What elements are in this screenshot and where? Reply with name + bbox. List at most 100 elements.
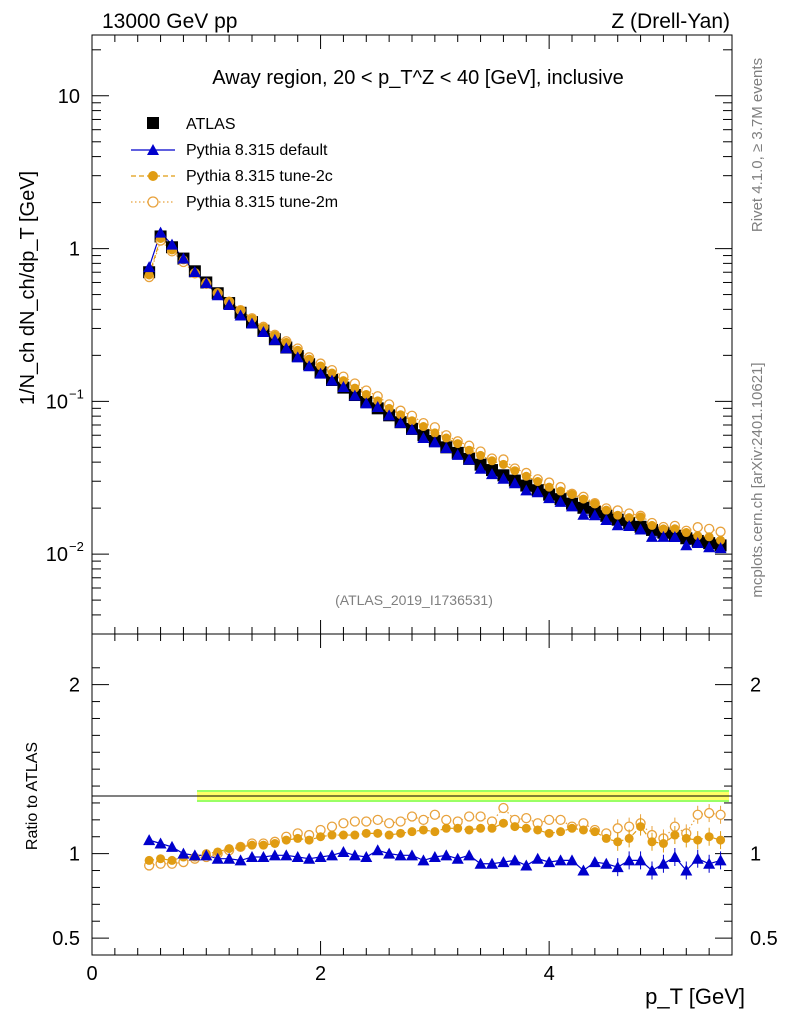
tune2m-ratio-point — [463, 811, 475, 822]
tune2m-ratio-point — [418, 814, 429, 825]
tune2c-point — [681, 528, 691, 538]
default-point — [371, 401, 384, 413]
default-ratio-point — [600, 857, 613, 869]
analysis-watermark: (ATLAS_2019_I1736531) — [335, 592, 493, 608]
tune2c-point — [338, 376, 348, 386]
ratio-y-tick-label: 1 — [69, 844, 80, 866]
default-ratio-point — [634, 854, 647, 866]
tune2c-ratio-point — [281, 835, 291, 845]
tune2c-ratio-point — [407, 827, 417, 837]
default-ratio-point — [566, 854, 578, 866]
tune2c-ratio-point — [247, 840, 257, 850]
default-ratio-point — [177, 847, 190, 859]
tune2c-line — [148, 237, 721, 541]
default-point — [348, 389, 361, 401]
tune2c-ratio-point — [670, 830, 680, 840]
y-tick-label-exponent: −1 — [69, 386, 84, 401]
default-ratio-point — [680, 864, 693, 876]
default-ratio-point — [314, 851, 327, 863]
tune2c-ratio-point — [270, 838, 280, 848]
tune2c-ratio-point — [510, 822, 520, 832]
default-point — [577, 508, 590, 520]
default-ratio-point — [303, 852, 316, 864]
default-point — [326, 374, 338, 386]
tune2c-point — [464, 445, 474, 455]
tune2c-point — [453, 439, 463, 449]
tune2c-point — [418, 422, 428, 432]
tune2c-ratio-point — [384, 830, 394, 840]
tune2c-point — [578, 494, 588, 504]
tune2c-ratio-point — [613, 837, 623, 847]
tune2c-ratio-point — [396, 828, 406, 838]
default-point — [657, 530, 670, 542]
tune2c-point — [316, 361, 326, 371]
default-point — [360, 397, 373, 409]
atlas-point — [577, 501, 590, 514]
default-ratio-point — [497, 856, 510, 868]
ratio-y-axis-label: Ratio to ATLAS — [24, 742, 41, 850]
tune2c-point — [658, 524, 668, 534]
tune2c-point — [544, 482, 554, 492]
default-point — [166, 238, 178, 250]
y-tick-label: 10 — [46, 544, 68, 566]
default-point — [234, 309, 247, 321]
default-point — [623, 520, 636, 532]
default-point — [154, 226, 167, 238]
default-point — [257, 326, 270, 338]
default-point — [337, 380, 350, 392]
tune2c-ratio-point — [304, 835, 314, 845]
default-point — [314, 367, 327, 379]
x-tick-label: 2 — [315, 963, 326, 985]
default-point — [703, 541, 716, 553]
tune2c-point — [510, 466, 520, 476]
tune2c-point — [624, 513, 634, 523]
legend-tune2c-marker — [148, 171, 158, 181]
default-point — [646, 530, 658, 542]
tune2m-ratio-point — [543, 814, 555, 825]
tune2c-ratio-point — [361, 828, 371, 838]
default-point — [451, 448, 464, 460]
header-left-text: 13000 GeV pp — [102, 10, 237, 33]
tune2m-point — [715, 526, 726, 537]
default-ratio-point — [246, 851, 258, 863]
default-ratio-point — [611, 861, 624, 873]
legend-atlas-marker — [147, 117, 159, 129]
main-plot-series — [143, 226, 727, 554]
tune2c-point — [556, 486, 566, 496]
default-ratio-point — [223, 852, 236, 864]
ratio-plot-series — [143, 802, 727, 880]
default-ratio-point — [657, 857, 670, 869]
tune2c-point — [716, 535, 726, 545]
tune2c-point — [533, 477, 543, 487]
default-point — [680, 539, 693, 551]
tune2m-ratio-point — [441, 814, 452, 825]
ratio-y-tick-label: 0.5 — [52, 928, 80, 950]
default-point — [588, 509, 601, 521]
default-ratio-point — [691, 852, 704, 864]
tune2c-ratio-point — [498, 818, 508, 828]
default-ratio-point — [531, 852, 544, 864]
default-point — [566, 500, 578, 512]
default-point — [486, 468, 498, 480]
default-point — [714, 542, 727, 554]
tune2c-point — [636, 512, 646, 522]
default-point — [611, 519, 624, 531]
tune2c-ratio-point — [624, 833, 634, 843]
default-ratio-point — [440, 849, 453, 861]
default-ratio-point — [508, 854, 521, 866]
tune2c-ratio-point — [316, 832, 326, 842]
tune2c-ratio-point — [453, 823, 463, 833]
y-tick-label-exponent: −2 — [69, 539, 84, 554]
tune2c-ratio-point — [681, 833, 691, 843]
tune2c-ratio-point — [144, 855, 154, 865]
tune2c-ratio-point — [464, 825, 474, 835]
default-point — [463, 453, 476, 465]
legend-atlas-label: ATLAS — [186, 116, 236, 133]
tune2c-point — [693, 531, 703, 541]
default-ratio-point — [668, 851, 681, 863]
default-point — [268, 333, 281, 345]
default-point — [200, 277, 213, 289]
tune2c-point — [327, 368, 337, 378]
tune2c-point — [441, 433, 451, 443]
tune2c-ratio-point — [487, 823, 497, 833]
